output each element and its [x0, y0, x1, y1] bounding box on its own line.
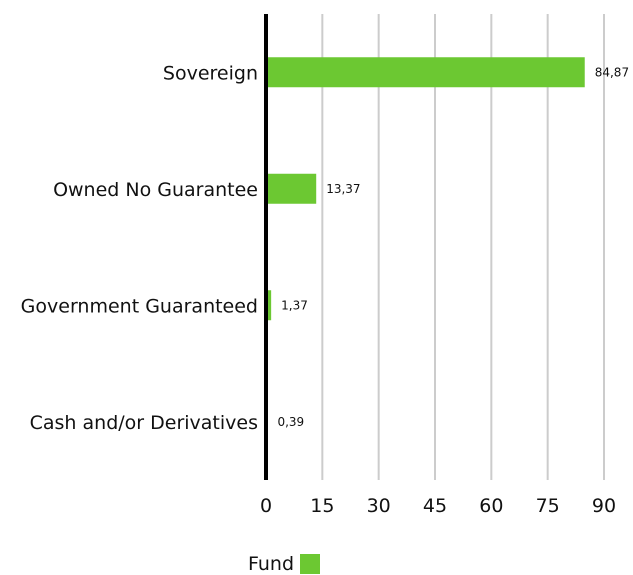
- x-tick-30: 30: [367, 495, 391, 517]
- gridlines: [321, 14, 605, 480]
- x-tick-90: 90: [592, 495, 616, 517]
- data-label-1: 84,87: [595, 65, 629, 79]
- data-label-2: 13,37: [326, 182, 360, 196]
- category-label-2: Owned No Guarantee: [53, 179, 258, 201]
- legend-swatch: [300, 554, 321, 574]
- bars: [266, 57, 585, 437]
- data-label-3: 1,37: [281, 298, 308, 312]
- legend-label: Fund: [248, 553, 295, 575]
- category-label-4: Cash and/or Derivatives: [30, 412, 258, 434]
- bar-3: [266, 290, 272, 321]
- x-tick-15: 15: [310, 495, 334, 517]
- data-labels: 84,87 13,37 1,37 0,39: [277, 65, 629, 429]
- bar-2: [266, 173, 317, 204]
- x-tick-45: 45: [423, 495, 447, 517]
- x-tick-75: 75: [536, 495, 560, 517]
- data-label-4: 0,39: [277, 415, 304, 429]
- category-labels: Sovereign Owned No Guarantee Government Gu…: [21, 62, 258, 434]
- x-tick-60: 60: [479, 495, 503, 517]
- x-tick-labels: 0 15 30 45 60 75 90: [260, 495, 616, 517]
- legend: Fund: [248, 553, 321, 575]
- category-label-1: Sovereign: [163, 62, 258, 84]
- bar-1: [266, 57, 585, 88]
- x-tick-0: 0: [260, 495, 272, 517]
- category-label-3: Government Guaranteed: [21, 295, 258, 317]
